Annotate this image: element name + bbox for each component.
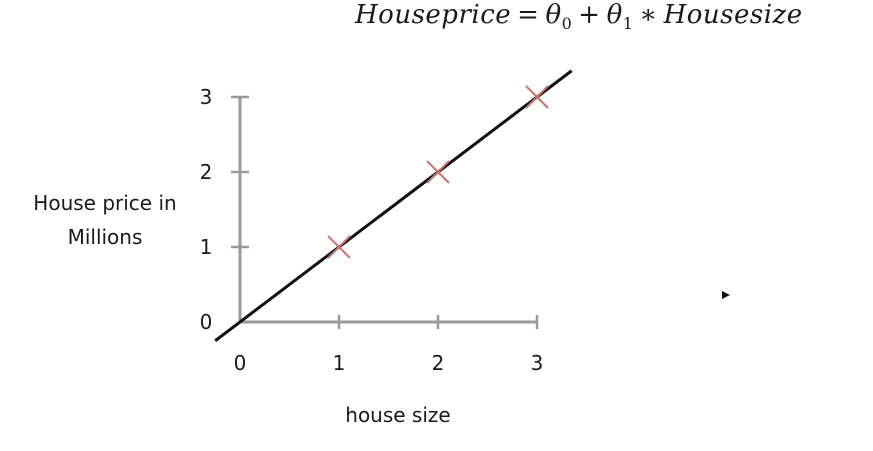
mouse-cursor-icon — [722, 291, 730, 299]
axes — [238, 97, 537, 324]
equation-times: ∗ — [639, 0, 658, 30]
x-tick-label-0: 0 — [234, 351, 247, 375]
equation-theta0-subscript: 0 — [561, 14, 573, 33]
regression-equation: Houseprice = θ0 + θ1 ∗ Housesize — [355, 0, 803, 33]
data-point-3 — [525, 85, 549, 109]
equation-lhs: Houseprice — [355, 0, 512, 30]
y-tick-label-1: 1 — [200, 235, 213, 259]
y-tick-label-0: 0 — [200, 310, 213, 334]
x-tick-label-3: 3 — [531, 351, 544, 375]
x-tick-label-2: 2 — [432, 351, 445, 375]
labels: 0 1 2 3 0 1 2 3 house size House price in Millions — [33, 85, 543, 427]
y-axis-label-line-2: Millions — [68, 225, 143, 249]
y-tick-label-3: 3 — [200, 85, 213, 109]
y-axis-label-line-1: House price in — [33, 191, 176, 215]
data-point-2 — [426, 160, 450, 184]
equation-theta1-subscript: 1 — [622, 14, 634, 33]
x-axis-label: house size — [345, 403, 450, 427]
equation-equals: = — [517, 0, 540, 30]
equation-plus: + — [578, 0, 601, 30]
data-points — [327, 85, 549, 259]
ticks — [231, 95, 539, 329]
marker-stroke-b — [525, 85, 549, 109]
equation-theta0: θ — [545, 0, 562, 30]
equation-theta1: θ — [606, 0, 623, 30]
equation-rhs: Housesize — [663, 0, 803, 30]
fit-line-group — [214, 69, 573, 342]
data-point-1 — [327, 235, 351, 259]
y-tick-label-2: 2 — [200, 160, 213, 184]
marker-stroke-b — [327, 235, 351, 259]
regression-line — [214, 69, 573, 342]
marker-stroke-b — [426, 160, 450, 184]
x-tick-label-1: 1 — [333, 351, 346, 375]
